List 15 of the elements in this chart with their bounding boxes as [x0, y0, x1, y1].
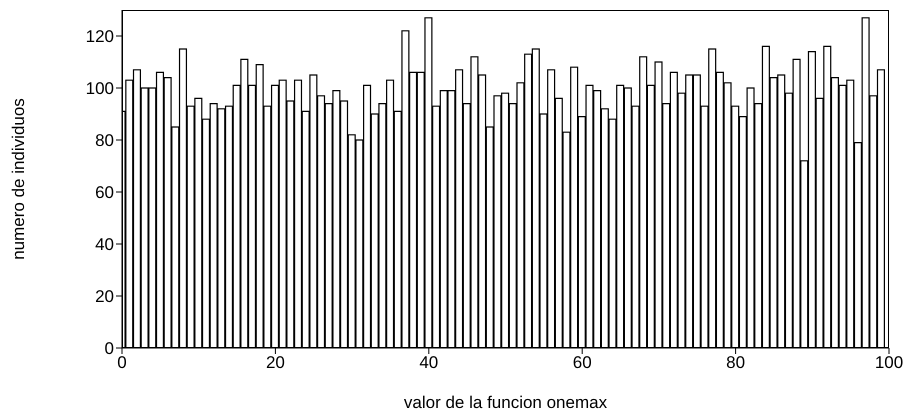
x-tick-label: 100 [874, 353, 904, 372]
y-tick-label: 100 [86, 79, 114, 98]
y-tick-label: 80 [95, 131, 114, 150]
y-tick-label: 60 [95, 183, 114, 202]
x-tick-label: 80 [726, 353, 746, 372]
y-tick-label: 20 [95, 287, 114, 306]
x-tick-label: 20 [266, 353, 285, 372]
y-axis-title: numero de individuos [9, 98, 28, 260]
y-tick-label: 120 [86, 27, 114, 46]
y-tick-label: 0 [104, 339, 114, 358]
x-tick-label: 0 [117, 353, 127, 372]
x-axis-title: valor de la funcion onemax [404, 393, 608, 412]
x-tick-label: 40 [419, 353, 438, 372]
y-tick-label: 40 [95, 235, 114, 254]
x-tick-label: 60 [572, 353, 592, 372]
